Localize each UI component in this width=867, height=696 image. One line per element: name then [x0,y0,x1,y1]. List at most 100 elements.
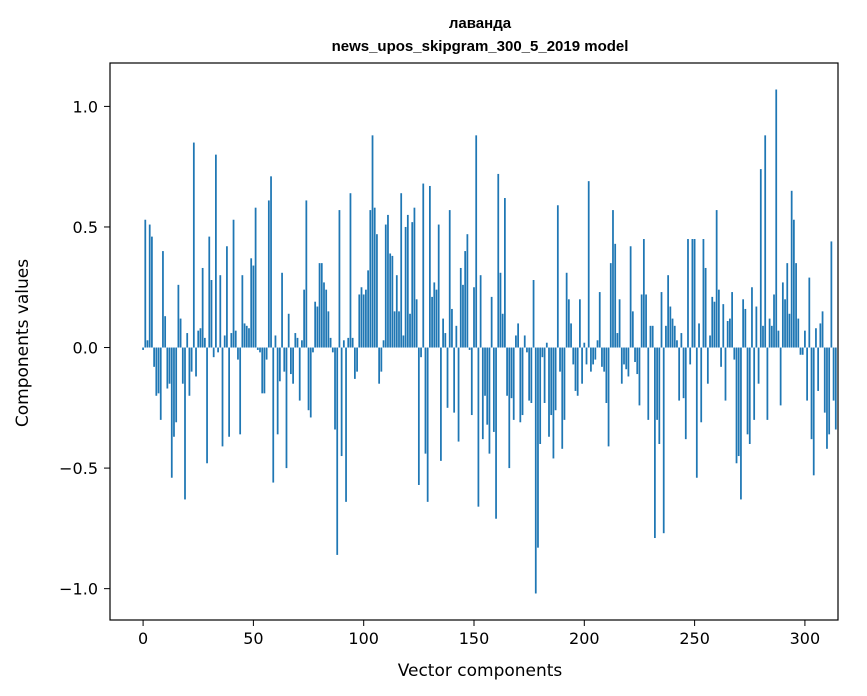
bar-component-41 [232,219,235,348]
bar-component-168 [512,347,515,420]
bar-component-229 [647,347,650,420]
bar-component-83 [325,289,328,348]
bar-component-109 [382,340,385,348]
bar-component-178 [534,347,537,594]
bar-component-69 [294,333,297,348]
y-axis-label: Components values [13,259,33,427]
bar-component-141 [453,347,456,413]
bar-component-211 [607,347,610,447]
bar-component-27 [201,267,204,348]
x-tick-label: 200 [569,629,600,648]
bar-component-152 [477,347,480,507]
bar-component-219 [625,347,628,370]
bar-component-188 [556,205,559,348]
bar-component-223 [634,347,636,362]
bar-component-3 [148,224,151,348]
bar-component-87 [334,347,336,430]
bar-component-283 [766,347,769,420]
bar-component-164 [504,198,506,348]
x-tick-label: 0 [138,629,148,648]
bar-component-119 [404,226,407,348]
bar-component-234 [658,347,661,444]
x-tick-label: 150 [459,629,490,648]
bar-component-20 [186,333,189,348]
bar-component-172 [521,347,524,416]
bar-component-53 [259,347,261,353]
bar-component-193 [567,299,570,348]
bar-component-28 [203,337,206,348]
bar-component-261 [717,289,720,348]
bar-component-10 [164,316,167,348]
bar-component-120 [406,214,409,348]
bar-component-0 [142,347,144,350]
bar-component-89 [338,210,341,348]
bar-component-129 [426,347,429,502]
bar-component-271 [740,347,742,500]
bar-component-310 [826,347,828,449]
bar-component-236 [662,347,665,534]
bar-component-105 [373,207,376,348]
bar-component-308 [821,311,824,348]
bar-component-273 [744,308,747,348]
bar-component-260 [715,210,718,348]
bar-component-123 [413,207,416,348]
bar-component-264 [724,347,727,401]
bar-component-269 [735,347,738,464]
bar-component-205 [594,347,597,360]
bar-component-215 [616,333,619,348]
bar-component-291 [784,299,786,348]
bar-component-62 [278,347,281,382]
bar-component-231 [651,325,654,348]
bar-component-187 [554,347,557,411]
bar-component-298 [799,347,802,355]
bar-component-110 [384,224,387,348]
bar-component-232 [654,347,656,539]
bar-component-122 [411,222,414,348]
y-axis-ticks: −1.0 −0.5 0.0 0.5 1.0 [59,97,110,599]
bar-component-314 [834,347,837,430]
bar-component-128 [424,347,427,454]
bar-component-73 [303,289,306,348]
bar-component-131 [431,296,433,348]
bar-component-217 [620,347,623,384]
bar-component-139 [448,210,451,348]
bar-component-302 [808,277,811,348]
bar-component-277 [753,347,756,420]
bar-component-61 [276,347,279,435]
bar-component-133 [435,289,438,348]
bar-component-112 [389,253,392,348]
bar-component-280 [759,169,762,348]
bar-component-235 [660,292,663,348]
bar-component-221 [629,246,632,348]
bar-component-255 [704,267,707,348]
bar-component-63 [281,272,283,348]
bar-component-132 [433,282,436,348]
bar-component-309 [823,347,826,413]
bar-component-124 [415,299,418,348]
bar-component-107 [378,347,381,384]
bar-component-246 [684,347,687,440]
x-tick-label: 250 [679,629,710,648]
bar-component-82 [323,282,325,348]
bar-component-176 [530,347,533,403]
bar-component-127 [422,183,425,348]
bar-component-224 [636,347,639,375]
bar-component-35 [219,275,222,348]
bar-component-169 [515,335,517,348]
bar-component-150 [473,287,475,348]
bar-component-290 [781,282,784,348]
bar-component-183 [545,342,548,348]
bar-component-100 [362,294,365,348]
bar-component-306 [817,347,820,391]
bar-component-66 [287,313,290,348]
y-tick-label: 0.0 [73,339,98,358]
bar-component-36 [221,347,224,447]
bar-component-274 [746,347,749,435]
bar-component-149 [470,347,473,416]
bar-component-267 [731,292,733,348]
bar-component-230 [649,325,652,348]
bar-component-18 [181,347,184,384]
bar-component-51 [254,207,257,348]
